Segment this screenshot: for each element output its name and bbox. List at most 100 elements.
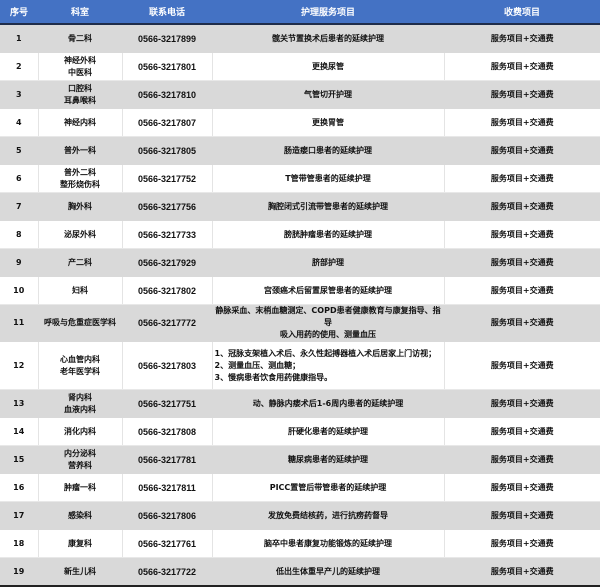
department-cell: 骨二科 [38, 24, 123, 53]
department-cell: 感染科 [38, 501, 123, 530]
service-line: 动、静脉内瘘术后1-6周内患者的延续护理 [252, 398, 404, 408]
service-line: 胸腔闭式引流带管患者的延续护理 [268, 201, 388, 211]
fee-cell: 服务项目+交通费 [444, 220, 600, 249]
row-number: 6 [0, 164, 39, 193]
department-cell: 内分泌科 营养科 [38, 445, 123, 474]
service-line: 静脉采血、末梢血糖测定、COPD患者健康教育与康复指导、指导 [215, 306, 441, 327]
service-line: 脑卒中患者康复功能锻炼的延续护理 [264, 538, 392, 548]
table-row: 11 呼吸与危重症医学科 0566-3217772 静脉采血、末梢血糖测定、COPD患… [0, 304, 600, 342]
service-cell: 肝硬化患者的延续护理 [212, 417, 445, 446]
row-number: 8 [0, 220, 39, 249]
fee-cell: 服务项目+交通费 [444, 192, 600, 221]
department-cell: 肿瘤一科 [38, 473, 123, 502]
row-number: 15 [0, 445, 39, 474]
phone-cell: 0566-3217808 [122, 417, 213, 446]
service-line: 气管切开护理 [304, 89, 352, 99]
table-row: 5 普外一科 0566-3217805 肠造瘘口患者的延续护理 服务项目+交通费 [0, 136, 600, 165]
service-line: 脐部护理 [312, 257, 344, 267]
service-line: T管带管患者的延续护理 [285, 173, 371, 183]
department-line: 产二科 [68, 257, 92, 267]
service-cell: 胸腔闭式引流带管患者的延续护理 [212, 192, 445, 221]
service-cell: 1、冠脉支架植入术后、永久性起搏器植入术后居家上门访视； 2、测量血压、测血糖； 3… [212, 341, 445, 390]
service-cell: 更换尿管 [212, 52, 445, 81]
department-line: 神经内科 [64, 117, 96, 127]
department-line: 老年医学科 [60, 366, 100, 376]
department-cell: 产二科 [38, 248, 123, 277]
service-cell: 髋关节置换术后患者的延续护理 [212, 24, 445, 53]
table-row: 10 妇科 0566-3217802 宫颈癌术后留置尿管患者的延续护理 服务项目+交通费 [0, 276, 600, 305]
department-cell: 心血管内科老年医学科 [38, 341, 123, 390]
department-cell: 妇科 [38, 276, 123, 305]
table-row: 1 骨二科 0566-3217899 髋关节置换术后患者的延续护理 服务项目+交通费 [0, 24, 600, 53]
row-number: 16 [0, 473, 39, 502]
fee-cell: 服务项目+交通费 [444, 557, 600, 587]
service-line: 宫颈癌术后留置尿管患者的延续护理 [264, 285, 392, 295]
fee-cell: 服务项目+交通费 [444, 389, 600, 418]
service-line: 3、慢病患者饮食用药健康指导。 [214, 372, 333, 382]
department-line: 心血管内科 [60, 354, 100, 364]
fee-cell: 服务项目+交通费 [444, 473, 600, 502]
department-line: 普外一科 [64, 145, 96, 155]
department-line: 口腔科 [68, 83, 92, 93]
row-number: 3 [0, 80, 39, 109]
table-row: 18 康复科 0566-3217761 脑卒中患者康复功能锻炼的延续护理 服务项目+交通… [0, 529, 600, 558]
service-cell: 更换胃管 [212, 108, 445, 137]
service-line: 发放免费结核药，进行抗痨药督导 [268, 510, 388, 520]
fee-cell: 服务项目+交通费 [444, 445, 600, 474]
fee-cell: 服务项目+交通费 [444, 417, 600, 446]
department-line: 泌尿外科 [64, 229, 96, 239]
department-line: 呼吸与危重症医学科 [44, 318, 116, 327]
fee-cell: 服务项目+交通费 [444, 304, 600, 342]
table-row: 17 感染科 0566-3217806 发放免费结核药，进行抗痨药督导 服务项目+交通费 [0, 501, 600, 530]
department-line: 普外二科 [64, 167, 96, 177]
department-cell: 肾内科 血液内科 [38, 389, 123, 418]
header-dept: 科室 [38, 0, 122, 25]
row-number: 2 [0, 52, 39, 81]
row-number: 18 [0, 529, 39, 558]
department-line: 感染科 [68, 510, 92, 520]
phone-cell: 0566-3217803 [122, 341, 213, 390]
service-cell: 脑卒中患者康复功能锻炼的延续护理 [212, 529, 445, 558]
service-cell: PICC置管后带管患者的延续护理 [212, 473, 445, 502]
service-line: 1、冠脉支架植入术后、永久性起搏器植入术后居家上门访视； [214, 348, 437, 358]
table-row: 6 普外二科 整形烧伤科 0566-3217752 T管带管患者的延续护理 服务项目+交通… [0, 164, 600, 193]
department-cell: 胸外科 [38, 192, 123, 221]
department-line: 营养科 [68, 460, 92, 470]
phone-cell: 0566-3217801 [122, 52, 213, 81]
service-line: 肠造瘘口患者的延续护理 [284, 145, 372, 155]
phone-cell: 0566-3217806 [122, 501, 213, 530]
table-row: 19 新生儿科 0566-3217722 低出生体重早产儿的延续护理 服务项目+交通费 [0, 557, 600, 587]
department-cell: 新生儿科 [38, 557, 123, 587]
fee-cell: 服务项目+交通费 [444, 136, 600, 165]
department-line: 骨二科 [68, 33, 92, 43]
row-number: 7 [0, 192, 39, 221]
department-line: 中医科 [68, 67, 92, 77]
department-cell: 泌尿外科 [38, 220, 123, 249]
service-cell: 低出生体重早产儿的延续护理 [212, 557, 445, 587]
fee-cell: 服务项目+交通费 [444, 501, 600, 530]
department-cell: 普外二科 整形烧伤科 [38, 164, 123, 193]
row-number: 19 [0, 557, 39, 587]
phone-cell: 0566-3217781 [122, 445, 213, 474]
phone-cell: 0566-3217756 [122, 192, 213, 221]
department-line: 胸外科 [68, 201, 92, 211]
service-cell: 气管切开护理 [212, 80, 445, 109]
service-line: 2、测量血压、测血糖； [214, 360, 301, 370]
phone-cell: 0566-3217751 [122, 389, 213, 418]
table-row: 15 内分泌科 营养科 0566-3217781 糖尿病患者的延续护理 服务项目+交通费 [0, 445, 600, 474]
table-header: 序号 科室 联系电话 护理服务项目 收费项目 [0, 0, 600, 25]
service-cell: 膀胱肿瘤患者的延续护理 [212, 220, 445, 249]
department-cell: 神经内科 [38, 108, 123, 137]
row-number: 1 [0, 24, 39, 53]
department-line: 血液内科 [64, 404, 96, 414]
phone-cell: 0566-3217761 [122, 529, 213, 558]
table-row: 14 消化内科 0566-3217808 肝硬化患者的延续护理 服务项目+交通费 [0, 417, 600, 446]
department-line: 康复科 [68, 538, 92, 548]
phone-cell: 0566-3217805 [122, 136, 213, 165]
service-line: 膀胱肿瘤患者的延续护理 [284, 229, 372, 239]
phone-cell: 0566-3217807 [122, 108, 213, 137]
table-row: 2 神经外科 中医科 0566-3217801 更换尿管 服务项目+交通费 [0, 52, 600, 81]
department-line: 肾内科 [68, 392, 92, 402]
phone-cell: 0566-3217722 [122, 557, 213, 587]
header-service: 护理服务项目 [212, 0, 444, 25]
